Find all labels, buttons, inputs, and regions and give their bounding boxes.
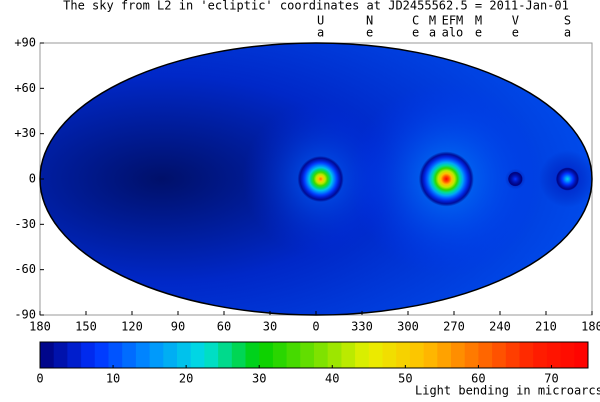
colorbar-cell	[355, 342, 370, 368]
source	[418, 151, 474, 207]
colorbar-cell	[368, 342, 383, 368]
colorbar-cell	[464, 342, 479, 368]
marker-label: N	[366, 14, 373, 28]
marker-label: M	[475, 14, 482, 28]
x-tick-label: 270	[443, 320, 465, 334]
sources	[242, 81, 592, 277]
colorbar-cell	[67, 342, 82, 368]
marker-label: e	[512, 26, 519, 40]
chart-title: The sky from L2 in 'ecliptic' coordinate…	[63, 0, 569, 13]
source	[297, 156, 344, 202]
colorbar-tick-label: 40	[325, 372, 339, 386]
colorbar-cell	[300, 342, 315, 368]
x-tick-label: 330	[351, 320, 373, 334]
colorbar-cell	[272, 342, 288, 368]
colorbar-cell	[40, 342, 55, 368]
colorbar-tick-label: 70	[544, 372, 558, 386]
colorbar-cell	[382, 342, 397, 368]
colorbar-tick-label: 50	[398, 372, 412, 386]
colorbar-cell	[409, 342, 425, 368]
colorbar-cell	[451, 342, 466, 368]
x-tick-label: 180	[29, 320, 51, 334]
marker-label: EFM	[442, 14, 464, 28]
colorbar-cell	[53, 342, 68, 368]
colorbar-cell	[560, 342, 575, 368]
colorbar-cell	[135, 342, 151, 368]
source	[507, 171, 523, 187]
colorbar-tick-label: 10	[106, 372, 120, 386]
marker-label: C	[412, 14, 419, 28]
colorbar-cell	[245, 342, 260, 368]
colorbar-cell	[546, 342, 562, 368]
colorbar-cell	[286, 342, 301, 368]
marker-label: S	[564, 14, 571, 28]
colorbar-cell	[149, 342, 164, 368]
colorbar-cell	[327, 342, 342, 368]
y-tick-label: +60	[14, 81, 36, 95]
x-tick-label: 0	[312, 320, 319, 334]
colorbar-cell	[231, 342, 246, 368]
x-tick-label: 210	[535, 320, 557, 334]
x-tick-label: 60	[217, 320, 231, 334]
marker-label: a	[564, 26, 571, 40]
x-tick-label: 120	[121, 320, 143, 334]
marker-label: alo	[442, 26, 464, 40]
colorbar-cell	[478, 342, 493, 368]
x-tick-label: 150	[75, 320, 97, 334]
colorbar-cell	[218, 342, 233, 368]
colorbar-cell	[492, 342, 507, 368]
colorbar-cell	[108, 342, 123, 368]
marker-label: V	[512, 14, 519, 28]
colorbar-cell	[204, 342, 219, 368]
marker-label: M	[429, 14, 436, 28]
colorbar-cell	[259, 342, 274, 368]
colorbar-cell	[396, 342, 411, 368]
colorbar-label: Light bending in microarcsec	[415, 384, 600, 398]
colorbar-cell	[81, 342, 96, 368]
colorbar-cell	[122, 342, 137, 368]
x-tick-label: 180	[581, 320, 600, 334]
y-tick-label: -30	[14, 217, 36, 231]
y-tick-label: -90	[14, 308, 36, 322]
y-tick-label: -60	[14, 262, 36, 276]
colorbar-tick-label: 20	[179, 372, 193, 386]
y-tick-label: +90	[14, 36, 36, 50]
marker-label: a	[429, 26, 436, 40]
colorbar-cell	[94, 342, 109, 368]
colorbar-tick-label: 0	[36, 372, 43, 386]
colorbar-cell	[533, 342, 548, 368]
x-tick-label: 90	[171, 320, 185, 334]
colorbar-cell	[423, 342, 438, 368]
marker-label: a	[317, 26, 324, 40]
colorbar-tick-label: 60	[471, 372, 485, 386]
source	[555, 167, 580, 191]
marker-label: e	[412, 26, 419, 40]
colorbar-cell	[505, 342, 520, 368]
colorbar-cell	[190, 342, 205, 368]
marker-label: U	[317, 14, 324, 28]
colorbar-cell	[163, 342, 178, 368]
colorbar-cell	[314, 342, 329, 368]
marker-label: e	[366, 26, 373, 40]
colorbar-cell	[437, 342, 452, 368]
colorbar-cell	[341, 342, 356, 368]
colorbar-cell	[519, 342, 534, 368]
marker-label: e	[475, 26, 482, 40]
x-tick-label: 300	[397, 320, 419, 334]
colorbar-cell	[177, 342, 192, 368]
colorbar-cell	[574, 342, 589, 368]
x-tick-label: 240	[489, 320, 511, 334]
y-tick-label: 0	[29, 172, 36, 186]
colorbar-tick-label: 30	[252, 372, 266, 386]
x-tick-label: 30	[263, 320, 277, 334]
colorbar-frame	[39, 341, 589, 369]
y-tick-label: +30	[14, 126, 36, 140]
